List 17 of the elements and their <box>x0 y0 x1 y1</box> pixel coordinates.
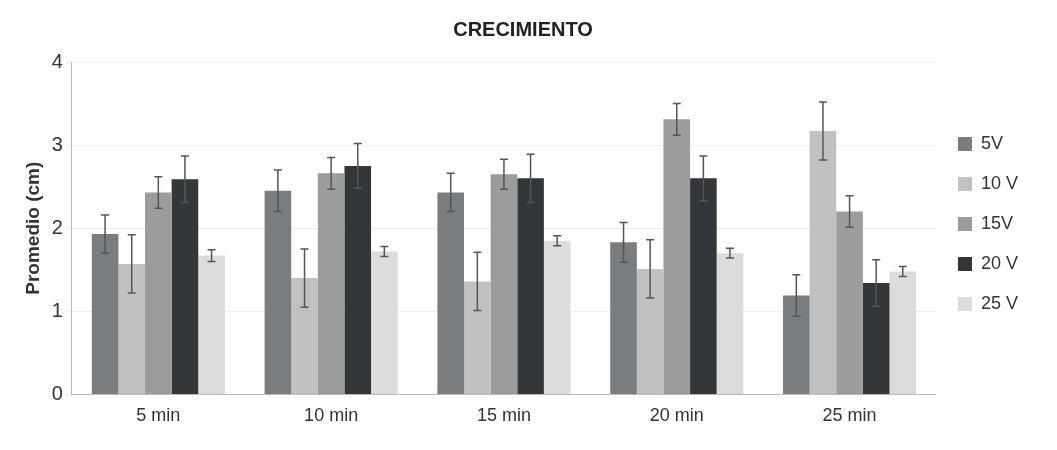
y-tick-label: 4 <box>51 49 63 72</box>
x-tick-label: 25 min <box>822 405 877 426</box>
legend-label: 15V <box>980 212 1013 233</box>
x-tick-label: 5 min <box>136 405 181 426</box>
legend-label: 5V <box>980 132 1003 153</box>
legend-label: 10 V <box>980 172 1018 193</box>
y-tick-label: 3 <box>51 132 63 155</box>
x-tick-label: 15 min <box>476 405 531 426</box>
legend-label: 25 V <box>980 292 1018 313</box>
x-tick-label: 10 min <box>304 405 359 426</box>
y-tick-label: 0 <box>51 381 63 404</box>
legend-label: 20 V <box>980 252 1018 273</box>
chart-title: CRECIMIENTO <box>453 17 593 40</box>
y-tick-label: 1 <box>51 298 63 321</box>
y-tick-label: 2 <box>51 215 63 238</box>
y-axis-title: Promedio (cm) <box>21 161 43 295</box>
x-tick-label: 20 min <box>649 405 704 426</box>
